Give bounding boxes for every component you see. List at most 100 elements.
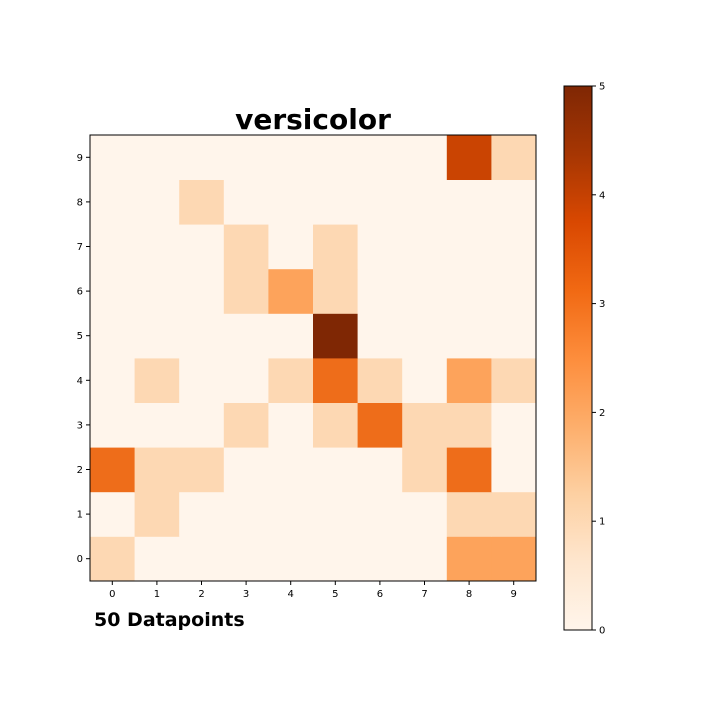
colorbar (563, 85, 593, 631)
heatmap-cell (313, 536, 358, 582)
heatmap-cell (357, 447, 403, 493)
heatmap-cell (179, 536, 225, 582)
heatmap-cell (268, 179, 314, 225)
heatmap-cell (491, 268, 537, 314)
heatmap-cell (179, 179, 225, 225)
x-axis-ticks: 0 1 2 3 4 5 6 7 8 9 (109, 581, 517, 600)
heatmap-cell (134, 358, 180, 403)
x-tick-label: 0 (109, 589, 115, 600)
y-tick-label: 0 (77, 554, 83, 565)
heatmap-cell (223, 402, 269, 448)
plot-frame (89, 134, 537, 582)
heatmap-cell (179, 135, 225, 180)
heatmap-cell (491, 536, 537, 582)
heatmap-cell (357, 313, 403, 359)
heatmap-cell (90, 491, 135, 537)
heatmap-cell (223, 135, 269, 180)
heatmap-cell (491, 224, 537, 270)
heatmap-cell (268, 135, 314, 180)
heatmap-cell (446, 447, 492, 493)
heatmap-cell (357, 135, 403, 180)
heatmap-cell (90, 447, 135, 493)
heatmap-cell (90, 313, 135, 359)
heatmap-cell (402, 536, 448, 582)
heatmap-cell (268, 224, 314, 270)
heatmap-cell (357, 224, 403, 270)
heatmap-cell (268, 447, 314, 493)
y-tick-label: 8 (77, 197, 83, 208)
heatmap-cell (90, 179, 135, 225)
heatmap-cell (446, 268, 492, 314)
heatmap-cell (357, 268, 403, 314)
heatmap-cell (357, 402, 403, 448)
heatmap-cell (357, 179, 403, 225)
heatmap-cell (268, 268, 314, 314)
heatmap-cell (491, 447, 537, 493)
heatmap-cell (446, 313, 492, 359)
heatmap-cell (491, 179, 537, 225)
heatmap-cell (446, 179, 492, 225)
heatmap-cell (179, 268, 225, 314)
heatmap-cell (90, 224, 135, 270)
y-tick-label: 5 (77, 331, 83, 342)
heatmap-cell (223, 536, 269, 582)
heatmap-cell (402, 491, 448, 537)
heatmap-cell (402, 135, 448, 180)
heatmap-cell (134, 179, 180, 225)
heatmap-cell (313, 402, 358, 448)
heatmap-cell (223, 491, 269, 537)
heatmap-cell (357, 358, 403, 403)
heatmap-cell (313, 224, 358, 270)
x-tick-label: 4 (288, 589, 294, 600)
heatmap-cell (179, 402, 225, 448)
heatmap-cell (491, 358, 537, 403)
y-tick-label: 1 (77, 510, 83, 521)
heatmap-cell (491, 313, 537, 359)
heatmap-cell (223, 224, 269, 270)
heatmap-cell (402, 224, 448, 270)
y-tick-label: 3 (77, 420, 83, 431)
heatmap-cell (491, 135, 537, 180)
x-tick-label: 1 (154, 589, 160, 600)
heatmap-cell (90, 135, 135, 180)
heatmap-cell (223, 358, 269, 403)
heatmap-cell (268, 536, 314, 582)
y-tick-label: 4 (77, 376, 83, 387)
heatmap-cell (402, 268, 448, 314)
heatmap-cell (402, 447, 448, 493)
x-tick-label: 7 (421, 589, 427, 600)
heatmap-cell (313, 135, 358, 180)
heatmap-cell (268, 491, 314, 537)
heatmap-cell (491, 402, 537, 448)
heatmap-cell (402, 179, 448, 225)
heatmap-cell (179, 447, 225, 493)
heatmap-cell (223, 447, 269, 493)
colorbar-tick-label: 2 (599, 408, 605, 419)
x-tick-label: 5 (332, 589, 338, 600)
heatmap-cell (446, 402, 492, 448)
heatmap-cell (179, 358, 225, 403)
x-tick-label: 6 (377, 589, 383, 600)
colorbar-ticks: 0 1 2 3 4 5 (592, 82, 605, 637)
colorbar-tick-label: 5 (599, 82, 605, 93)
heatmap-cell (402, 313, 448, 359)
heatmap-cell (446, 491, 492, 537)
heatmap-cell (134, 224, 180, 270)
heatmap-cell (268, 402, 314, 448)
heatmap-cell (134, 268, 180, 314)
heatmap-cell (313, 491, 358, 537)
heatmap-cell (446, 224, 492, 270)
colorbar-tick-label: 3 (599, 299, 605, 310)
heatmap-cell (223, 313, 269, 359)
heatmap-cell (179, 491, 225, 537)
heatmap-cell (313, 268, 358, 314)
heatmap-cell (357, 536, 403, 582)
heatmap-cell (134, 313, 180, 359)
y-tick-label: 2 (77, 465, 83, 476)
heatmap-cell (313, 447, 358, 493)
heatmap-cell (446, 135, 492, 180)
y-tick-label: 6 (77, 287, 83, 298)
heatmap-cell (134, 536, 180, 582)
heatmap-cell (90, 358, 135, 403)
heatmap-cell (223, 268, 269, 314)
